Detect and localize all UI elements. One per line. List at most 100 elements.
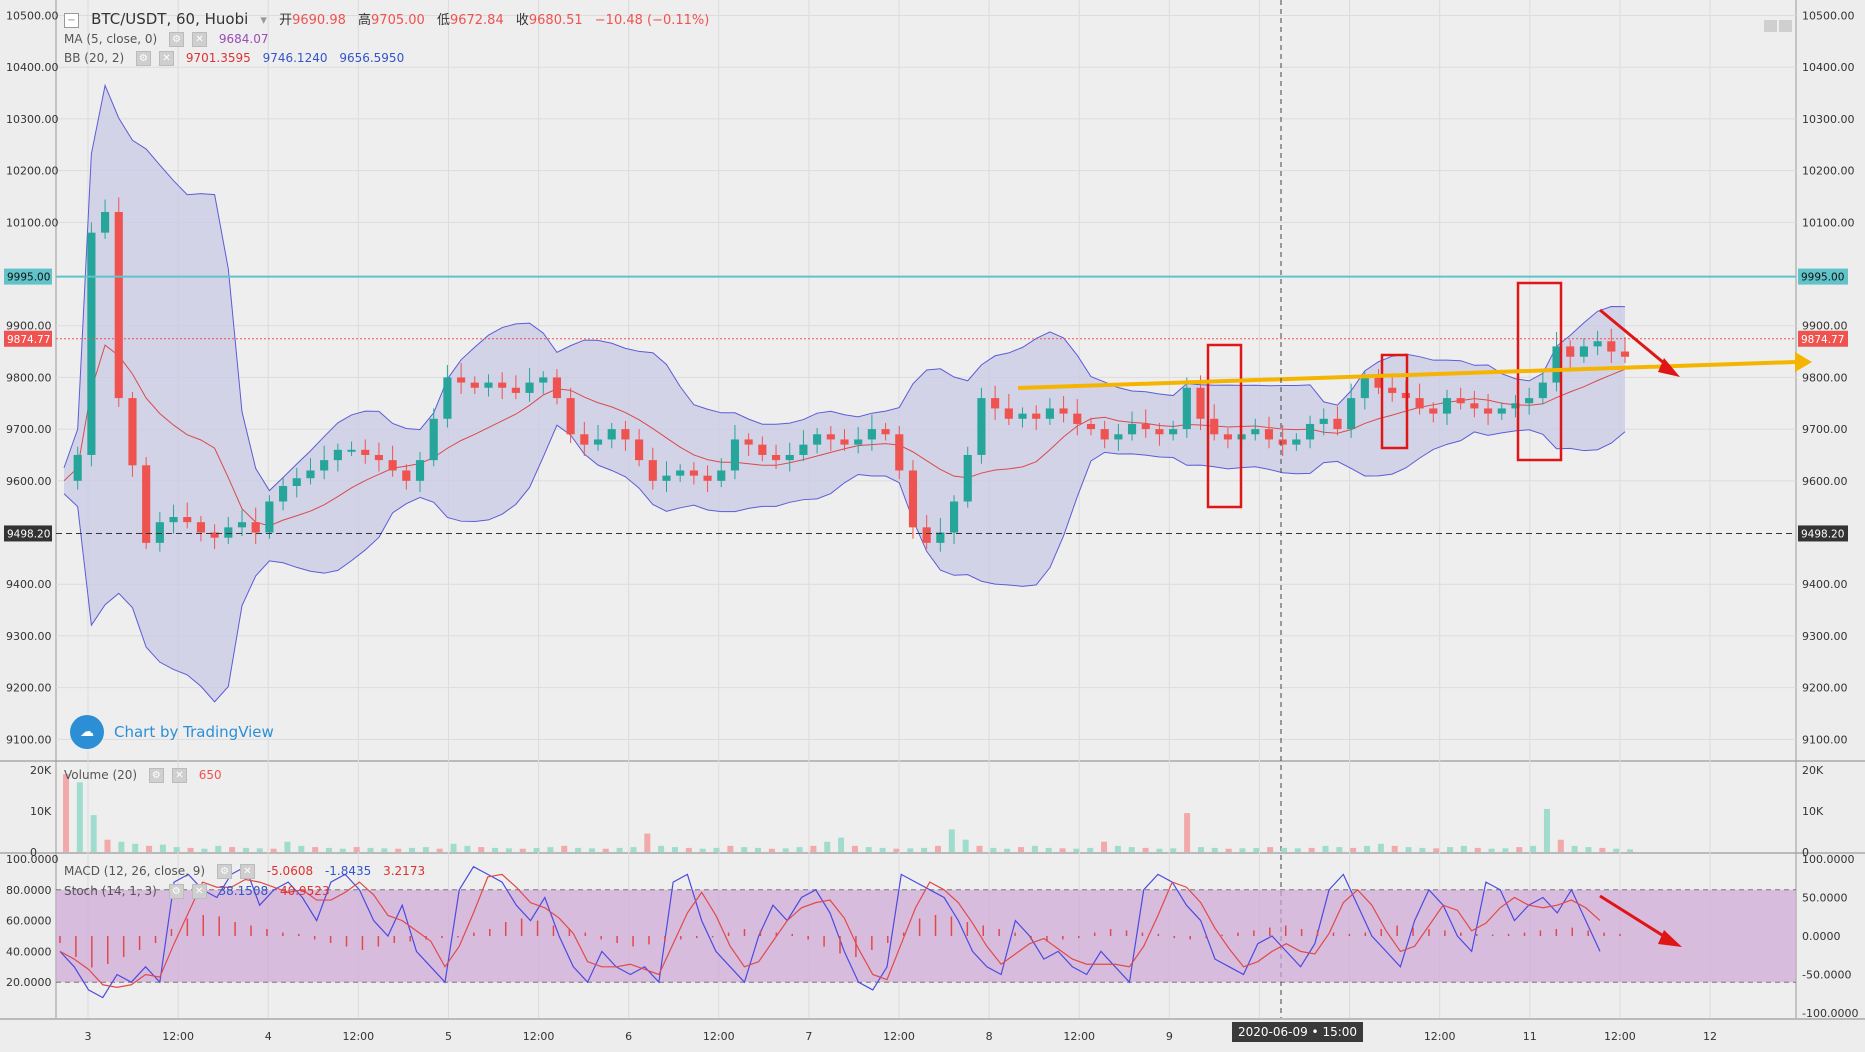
candle-body (142, 465, 151, 543)
volume-bar (741, 847, 748, 852)
volume-bar (1419, 847, 1426, 852)
settings-icon[interactable]: ⚙ (216, 864, 232, 879)
candle-body (1155, 429, 1164, 435)
stoch-tick-label: 100.0000 (6, 853, 59, 866)
candle-body (1004, 408, 1013, 419)
tradingview-watermark[interactable]: ☁ Chart by TradingView (70, 715, 274, 749)
settings-icon[interactable]: ⚙ (169, 32, 185, 47)
close-icon[interactable]: ✕ (191, 884, 207, 899)
price-badge-left (4, 268, 52, 285)
tradingview-cloud-icon: ☁ (70, 715, 104, 749)
minus-box-icon[interactable]: − (64, 13, 79, 28)
stoch-legend: Stoch (14, 1, 3) ⚙ ✕ 38.1508 40.9523 (64, 884, 338, 899)
volume-bar (948, 829, 955, 852)
candle-body (361, 449, 370, 455)
volume-bar (104, 839, 111, 852)
candle-body (1210, 418, 1219, 435)
volume-bar (1516, 847, 1523, 852)
volume-bar (921, 847, 928, 852)
ma-value: 9684.07 (218, 32, 269, 46)
close-icon[interactable]: ✕ (171, 768, 187, 783)
stoch-value-2: 40.9523 (279, 884, 330, 898)
candle-body (717, 470, 726, 481)
volume-bar (630, 847, 637, 852)
volume-bar (1391, 845, 1398, 852)
volume-bar (1059, 848, 1066, 852)
candle-body (1169, 429, 1178, 435)
x-tick-label: 3 (85, 1030, 92, 1043)
bb-legend: BB (20, 2) ⚙ ✕ 9701.3595 9746.1240 9656.5… (64, 51, 412, 66)
volume-bar (782, 848, 789, 852)
pane-maximize-icon[interactable] (1779, 20, 1792, 32)
volume-bar (270, 848, 277, 852)
candle-body (1374, 377, 1383, 388)
stoch-band-fill (56, 889, 1796, 983)
candle-body (525, 382, 534, 393)
price-badge-label-left: 9874.77 (7, 334, 50, 346)
volume-bar (1377, 843, 1384, 852)
macd-tick-label: -50.0000 (1802, 969, 1851, 982)
candle-body (1552, 346, 1561, 383)
price-tick-label-right: 10500.00 (1802, 10, 1855, 23)
close-value: 9680.51 (528, 13, 583, 28)
close-icon[interactable]: ✕ (192, 32, 208, 47)
volume-bar (492, 847, 499, 852)
price-tick-label-left: 10500.00 (6, 10, 59, 23)
candle-body (415, 460, 425, 481)
change-value: −10.48 (−0.11%) (594, 13, 710, 28)
price-tick-label-right: 10200.00 (1802, 165, 1855, 178)
candle-body (580, 434, 589, 445)
candle-body (333, 449, 342, 461)
settings-icon[interactable]: ⚙ (136, 51, 152, 66)
pane-up-icon[interactable] (1764, 20, 1777, 32)
price-tick-label-left: 10300.00 (6, 113, 59, 126)
volume-bar (1613, 848, 1620, 852)
candle-body (936, 532, 945, 543)
volume-bar (893, 848, 900, 852)
symbol-title: BTC/USDT, 60, Huobi (91, 10, 249, 28)
volume-bar (1627, 849, 1633, 852)
volume-bar (1350, 847, 1357, 852)
macd-label: MACD (12, 26, close, 9) (64, 864, 206, 878)
candle-body (1319, 418, 1328, 424)
volume-bar (229, 847, 236, 852)
candle-body (703, 475, 712, 481)
macd-value-1: -5.0608 (266, 864, 314, 878)
settings-icon[interactable]: ⚙ (148, 768, 164, 783)
macd-tick-label: 50.0000 (1802, 892, 1848, 905)
volume-bar (768, 848, 775, 852)
candle-body (1415, 398, 1424, 409)
volume-bar (1294, 848, 1301, 852)
volume-bar (602, 848, 609, 852)
settings-icon[interactable]: ⚙ (168, 884, 184, 899)
volume-bar (824, 841, 831, 852)
candle-body (689, 470, 698, 476)
candle-body (470, 382, 479, 388)
volume-bar (367, 847, 374, 852)
candle-body (279, 485, 288, 502)
trend-arrowhead (1795, 352, 1812, 372)
x-tick-label: 12:00 (703, 1030, 735, 1043)
price-badge-label-right: 9498.20 (1801, 528, 1844, 540)
volume-bar (1239, 848, 1246, 852)
price-tick-label-left: 9600.00 (6, 475, 52, 488)
candle-body (552, 377, 562, 399)
volume-bar (713, 847, 720, 852)
candle-body (1497, 408, 1506, 414)
price-tick-label-left: 9100.00 (6, 733, 52, 746)
price-tick-label-left: 9300.00 (6, 630, 52, 643)
candle-body (511, 387, 520, 393)
volume-bar (90, 815, 97, 852)
volume-bar (1488, 848, 1495, 852)
volume-bar (575, 847, 582, 852)
close-icon[interactable]: ✕ (159, 51, 175, 66)
candle-body (155, 522, 164, 543)
close-icon[interactable]: ✕ (239, 864, 255, 879)
x-tick-label: 8 (986, 1030, 993, 1043)
candle-body (443, 377, 452, 419)
candle-body (224, 527, 233, 538)
volume-bar (1433, 848, 1440, 852)
volume-bar (339, 848, 346, 852)
macd-tick-label: 0.0000 (1802, 930, 1841, 943)
